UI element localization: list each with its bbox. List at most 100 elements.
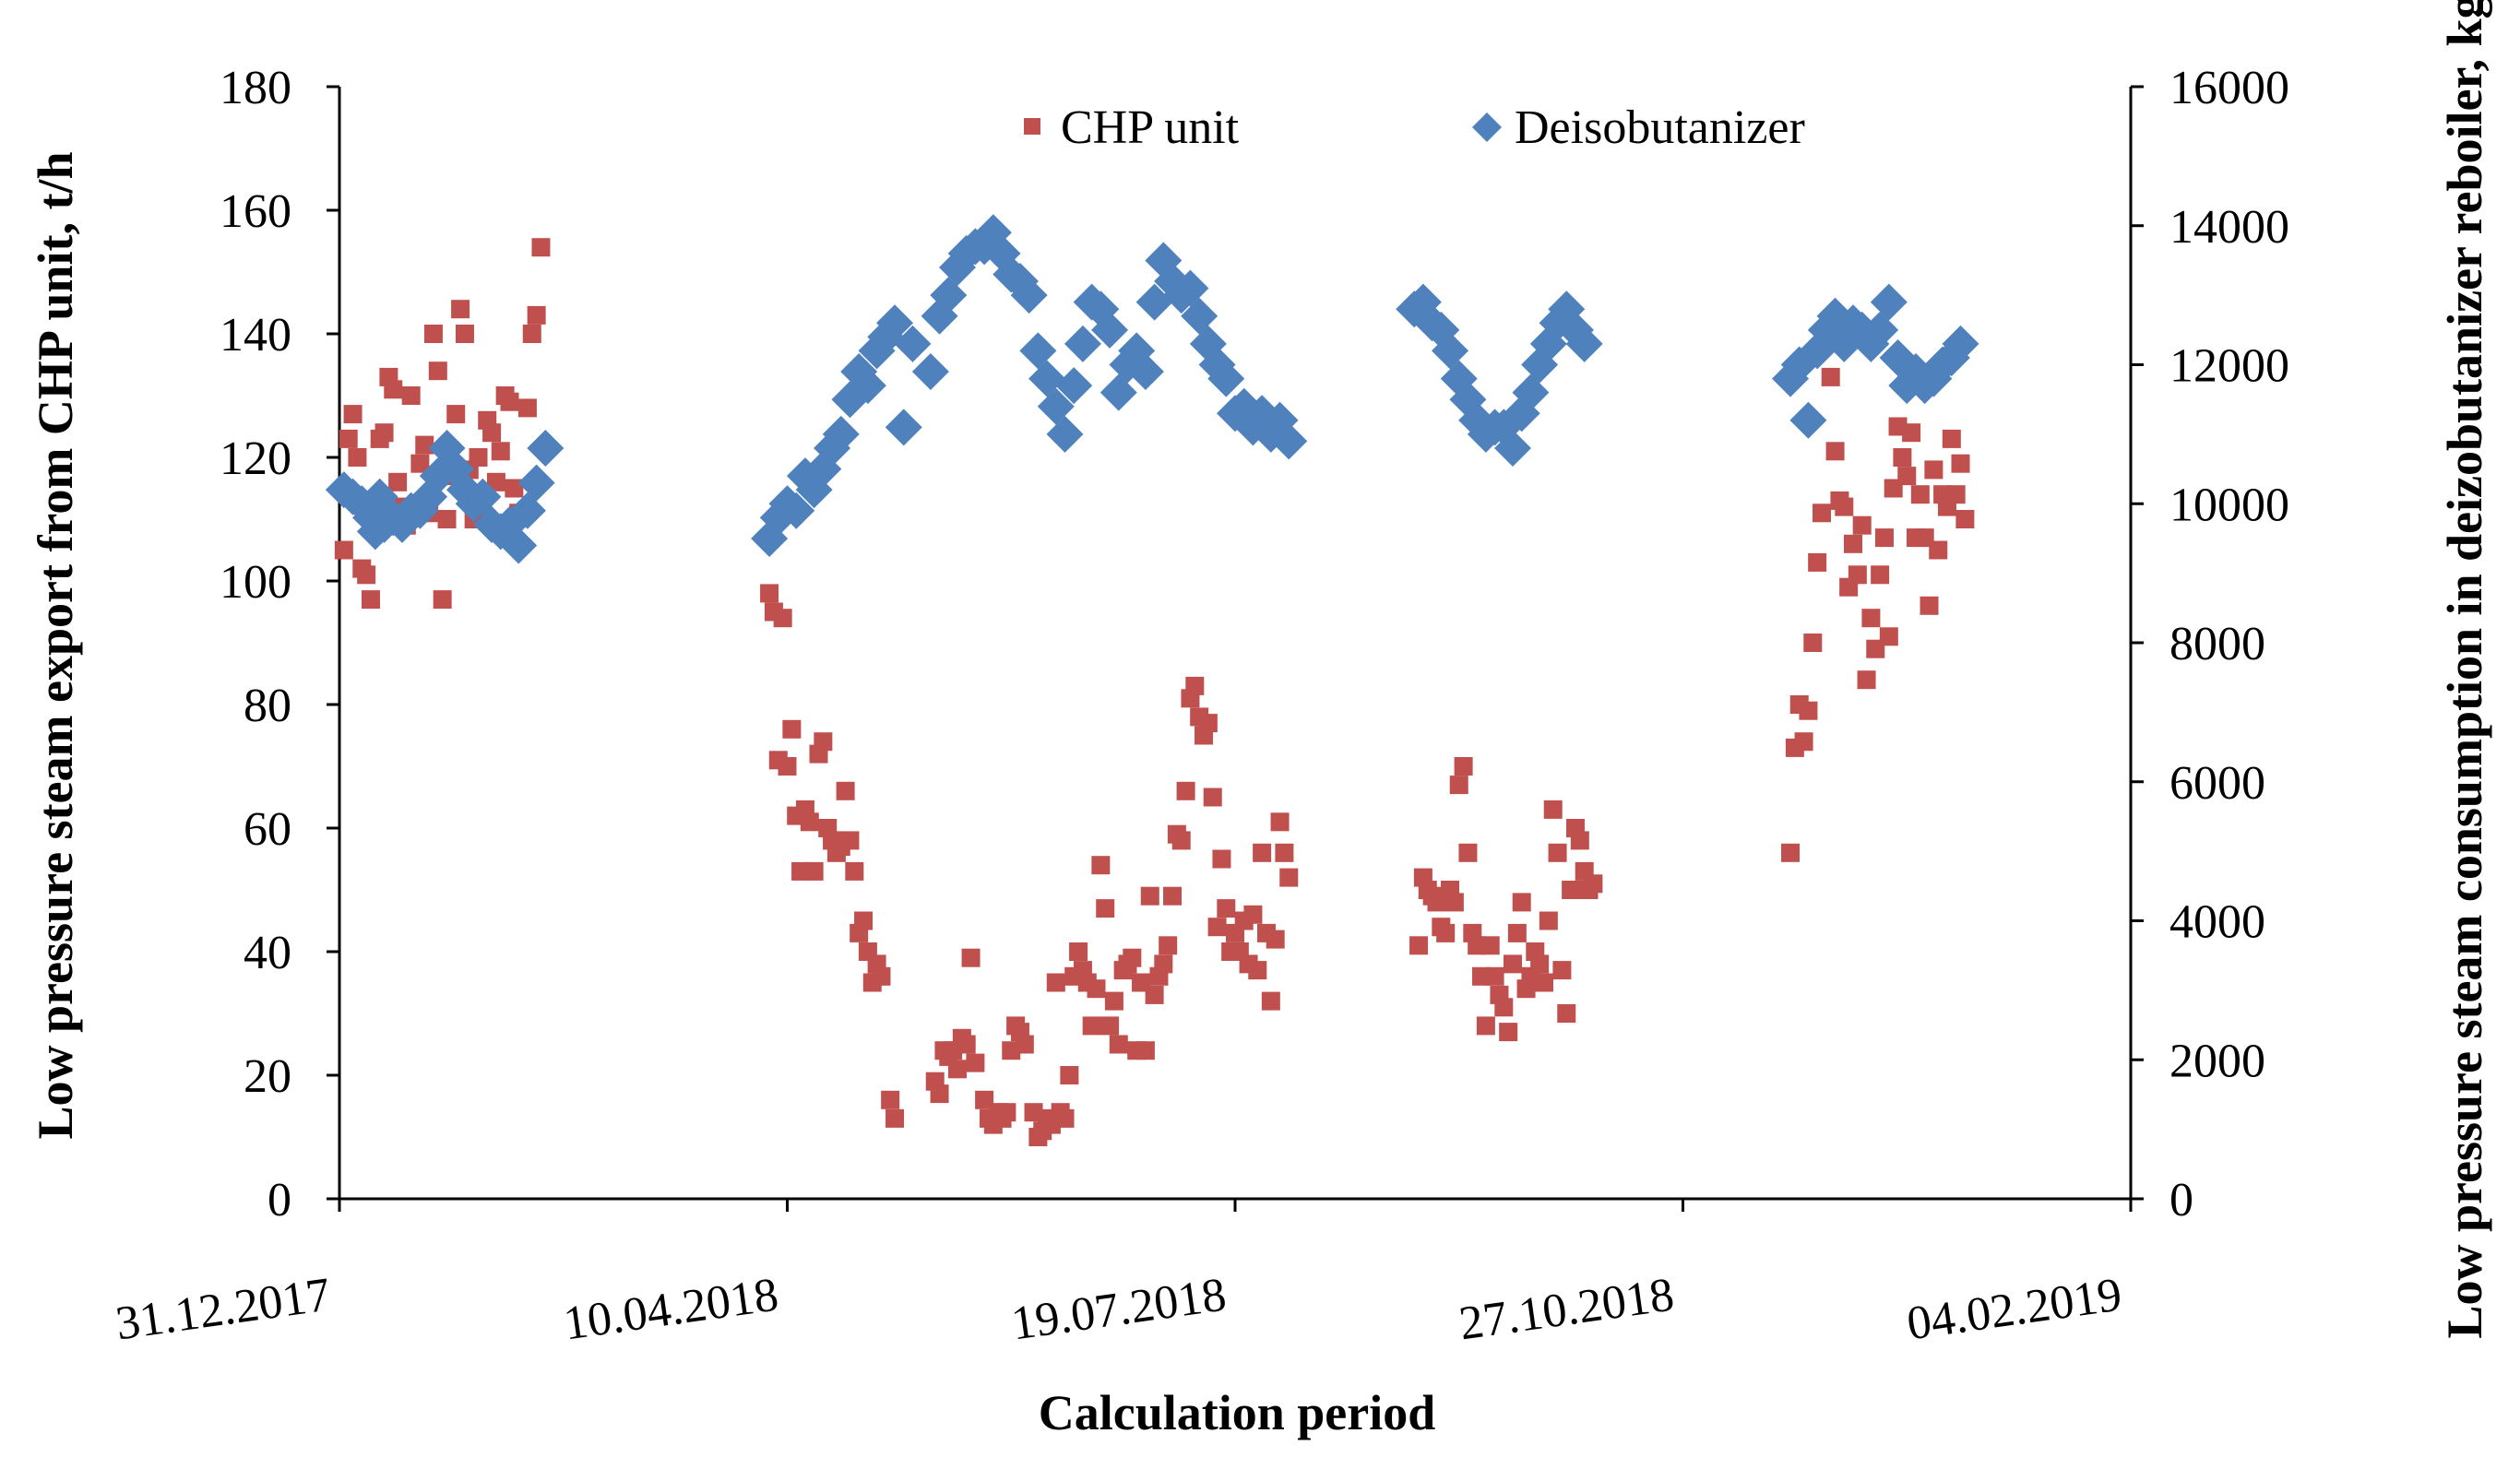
deisobutanizer-data-point: [822, 415, 860, 453]
chp-data-point: [872, 966, 891, 986]
chp-data-point: [1781, 843, 1801, 862]
y-right-tick-label: 12000: [2169, 340, 2289, 393]
chp-data-point: [1449, 776, 1468, 795]
chp-data-point: [1942, 429, 1961, 448]
chp-data-point: [1140, 886, 1159, 906]
chp-data-point: [845, 861, 864, 881]
y-axis-right-title: Low pressure steam consumption in deizob…: [2437, 0, 2492, 1339]
chp-data-point: [778, 757, 797, 776]
chp-data-point: [1217, 899, 1236, 918]
chp-data-point: [1929, 540, 1948, 560]
x-axis-title: Calculation period: [1039, 1385, 1436, 1440]
chp-data-point: [1902, 423, 1921, 443]
deisobutanizer-data-point: [1207, 360, 1245, 397]
chp-data-point: [1082, 1016, 1101, 1036]
chp-data-point: [804, 861, 824, 881]
legend-deisobutanizer-label: Deisobutanizer: [1515, 101, 1805, 154]
y-right-tick-label: 4000: [2169, 896, 2265, 949]
legend-deisobutanizer-marker: [1472, 113, 1502, 142]
chp-data-point: [1955, 510, 1975, 528]
chp-data-point: [433, 590, 452, 610]
chp-data-point: [997, 1103, 1016, 1122]
chp-data-point: [886, 1108, 905, 1128]
chp-data-point: [1253, 843, 1272, 862]
chp-data-point: [1444, 893, 1464, 912]
chp-data-point: [1279, 868, 1299, 887]
deisobutanizer-data-point: [1037, 387, 1075, 425]
deisobutanizer-data-point: [1028, 360, 1066, 397]
chp-data-point: [1015, 1035, 1034, 1054]
legend-chp-marker: [1024, 118, 1040, 135]
chp-data-point: [840, 831, 860, 850]
deisobutanizer-data-point: [464, 478, 502, 515]
deisobutanizer-data-point: [1432, 332, 1469, 370]
deisobutanizer-data-point: [1046, 415, 1084, 453]
chp-data-point: [1055, 1108, 1075, 1128]
chp-data-point: [1848, 565, 1867, 585]
chp-data-point: [1910, 485, 1930, 504]
chp-data-point: [451, 300, 470, 319]
x-tick-label: 19.07.2018: [1008, 1268, 1230, 1350]
deisobutanizer-data-point: [508, 492, 546, 529]
chp-data-point: [1543, 800, 1563, 819]
deisobutanizer-data-point: [1055, 367, 1093, 405]
chp-data-point: [1485, 966, 1504, 986]
deisobutanizer-data-point: [885, 409, 922, 446]
chp-data-point: [388, 472, 408, 492]
chp-data-point: [1534, 973, 1553, 992]
chp-data-point: [1799, 701, 1818, 720]
chp-data-point: [1163, 886, 1183, 906]
chp-data-point: [782, 719, 802, 739]
chp-data-point: [961, 948, 981, 967]
chp-data-point: [1843, 534, 1862, 553]
deisobutanizer-data-point: [876, 304, 914, 342]
chp-data-point: [348, 448, 367, 467]
chp-data-point: [455, 325, 474, 343]
chp-data-point: [1920, 596, 1939, 615]
chp-data-point: [1552, 961, 1572, 980]
deisobutanizer-data-point: [1100, 373, 1137, 411]
chp-data-point: [1821, 367, 1840, 386]
deisobutanizer-data-point: [1861, 311, 1899, 349]
deisobutanizer-data-point: [1870, 283, 1908, 321]
deisobutanizer-data-point: [517, 464, 555, 502]
y-left-tick-label: 40: [244, 927, 291, 979]
chp-data-point: [486, 472, 505, 492]
y-right-tick-label: 0: [2169, 1174, 2193, 1226]
chp-data-point: [1060, 1066, 1079, 1084]
chp-data-point: [1857, 670, 1876, 690]
chp-data-point: [1458, 843, 1478, 862]
deisobutanizer-data-point: [1135, 283, 1173, 321]
chp-data-point: [1897, 467, 1917, 486]
chp-data-point: [1207, 918, 1227, 937]
chp-data-point: [1499, 1023, 1518, 1042]
chp-data-point: [401, 386, 421, 405]
deisobutanizer-data-point: [527, 429, 565, 467]
chp-data-point: [1087, 979, 1106, 999]
chp-data-point: [1512, 893, 1531, 912]
chp-data-point: [800, 812, 819, 832]
chp-data-point: [1270, 812, 1290, 832]
chp-data-point: [1852, 515, 1872, 535]
chp-data-point: [361, 590, 380, 610]
chp-data-point: [1185, 676, 1205, 695]
chp-data-point: [1794, 732, 1813, 752]
chp-data-point: [1557, 1004, 1576, 1023]
chp-data-point: [1946, 485, 1966, 504]
chp-data-point: [1203, 788, 1222, 807]
chp-data-point: [491, 442, 510, 461]
y-left-tick-label: 0: [267, 1174, 291, 1226]
chp-data-point: [1104, 991, 1123, 1011]
chp-data-point: [1548, 843, 1567, 862]
chp-data-point: [374, 423, 394, 443]
deisobutanizer-data-point: [1565, 325, 1603, 362]
y-left-tick-label: 140: [220, 309, 291, 361]
chp-data-point: [446, 405, 466, 424]
chp-data-point: [357, 565, 376, 585]
chp-data-point: [1813, 503, 1832, 523]
chp-data-point: [384, 380, 403, 399]
y-left-tick-label: 20: [244, 1050, 291, 1103]
chp-data-point: [1539, 911, 1558, 930]
chp-data-point: [339, 429, 358, 448]
